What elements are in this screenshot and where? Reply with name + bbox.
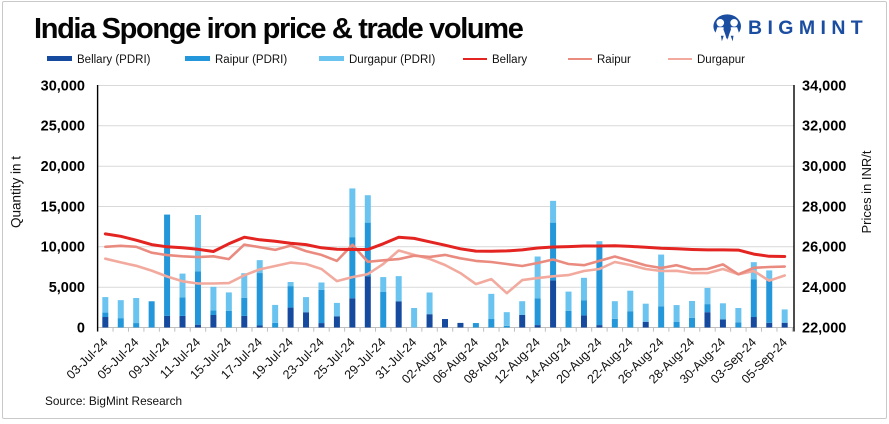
svg-text:30,000: 30,000 <box>802 159 846 175</box>
svg-text:28,000: 28,000 <box>802 199 846 215</box>
svg-text:10,000: 10,000 <box>41 240 85 256</box>
svg-text:24,000: 24,000 <box>802 280 846 296</box>
svg-text:Prices in INR/t: Prices in INR/t <box>859 150 874 233</box>
svg-text:22,000: 22,000 <box>802 320 846 336</box>
svg-text:5,000: 5,000 <box>49 280 85 296</box>
svg-text:34,000: 34,000 <box>802 78 846 94</box>
svg-text:30,000: 30,000 <box>41 78 85 94</box>
svg-text:0: 0 <box>77 320 85 336</box>
svg-text:15,000: 15,000 <box>41 199 85 215</box>
svg-text:Quantity in t: Quantity in t <box>9 156 24 228</box>
svg-text:32,000: 32,000 <box>802 119 846 135</box>
svg-text:20,000: 20,000 <box>41 159 85 175</box>
svg-text:25,000: 25,000 <box>41 119 85 135</box>
svg-text:26,000: 26,000 <box>802 240 846 256</box>
